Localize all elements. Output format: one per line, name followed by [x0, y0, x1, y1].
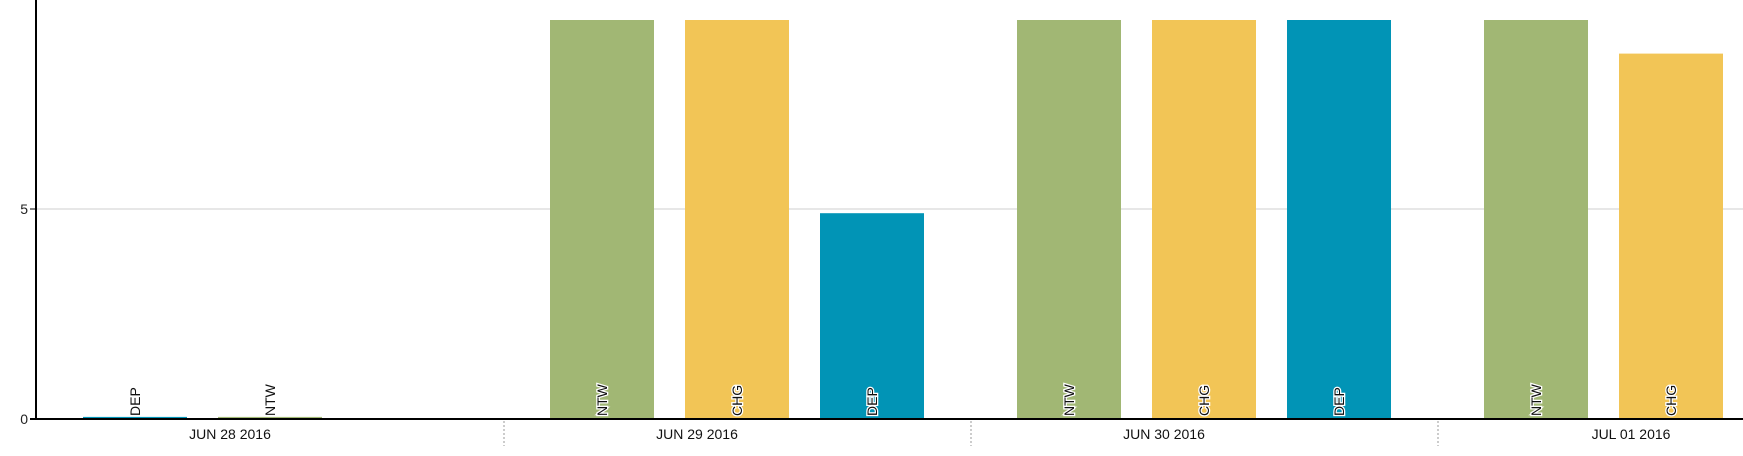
- y-tick-label: 0: [20, 411, 28, 427]
- bar-label: CHG: [729, 385, 745, 416]
- x-category-label: JUN 30 2016: [1123, 426, 1205, 442]
- bar-chg: [685, 20, 789, 419]
- bar-ntw: [550, 20, 654, 419]
- bar-label: CHG: [1196, 385, 1212, 416]
- bar-ntw: [1017, 20, 1121, 419]
- bar-ntw: [218, 416, 322, 419]
- x-category-label: JUN 29 2016: [656, 426, 738, 442]
- bar-label: CHG: [1663, 385, 1679, 416]
- bar-ntw: [1484, 20, 1588, 419]
- bar-dep: [83, 416, 187, 419]
- bar-chg: [1619, 53, 1723, 419]
- bar-label: NTW: [1061, 383, 1077, 416]
- bar-label: NTW: [262, 383, 278, 416]
- bar-layer: DEP NTW NTW CHG DEP NTW CHG DEP NTW CHG: [83, 20, 1723, 419]
- bar-label: NTW: [1528, 383, 1544, 416]
- bar-dep: [1287, 20, 1391, 419]
- bar-dep: [820, 213, 924, 419]
- x-category-label: JUL 01 2016: [1592, 426, 1671, 442]
- bar-label: DEP: [1331, 387, 1347, 416]
- bar-chg: [1152, 20, 1256, 419]
- bar-label: DEP: [127, 387, 143, 416]
- axis-layer: 0 5 JUN 28 2016 JUN 29 2016 JUN 30 2016 JUL 0…: [20, 0, 1743, 446]
- bar-label: NTW: [594, 383, 610, 416]
- x-category-label: JUN 28 2016: [189, 426, 271, 442]
- bar-label: DEP: [864, 387, 880, 416]
- y-tick-label: 5: [20, 201, 28, 217]
